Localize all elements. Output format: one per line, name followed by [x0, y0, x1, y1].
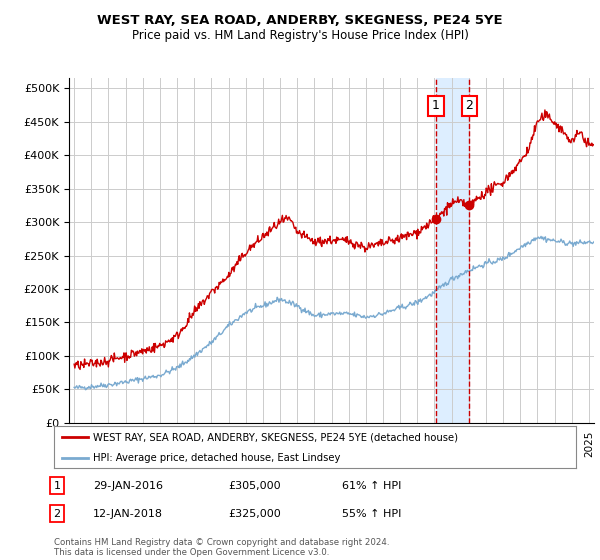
Text: 2: 2 [53, 508, 61, 519]
Text: HPI: Average price, detached house, East Lindsey: HPI: Average price, detached house, East… [93, 454, 341, 463]
Text: 55% ↑ HPI: 55% ↑ HPI [342, 508, 401, 519]
Text: 1: 1 [53, 480, 61, 491]
Text: 29-JAN-2016: 29-JAN-2016 [93, 480, 163, 491]
Text: WEST RAY, SEA ROAD, ANDERBY, SKEGNESS, PE24 5YE: WEST RAY, SEA ROAD, ANDERBY, SKEGNESS, P… [97, 14, 503, 27]
Text: £325,000: £325,000 [228, 508, 281, 519]
Text: 61% ↑ HPI: 61% ↑ HPI [342, 480, 401, 491]
Text: Contains HM Land Registry data © Crown copyright and database right 2024.
This d: Contains HM Land Registry data © Crown c… [54, 538, 389, 557]
Text: 2: 2 [466, 100, 473, 113]
Text: WEST RAY, SEA ROAD, ANDERBY, SKEGNESS, PE24 5YE (detached house): WEST RAY, SEA ROAD, ANDERBY, SKEGNESS, P… [93, 432, 458, 442]
Text: Price paid vs. HM Land Registry's House Price Index (HPI): Price paid vs. HM Land Registry's House … [131, 29, 469, 42]
Text: £305,000: £305,000 [228, 480, 281, 491]
Text: 12-JAN-2018: 12-JAN-2018 [93, 508, 163, 519]
Text: 1: 1 [432, 100, 440, 113]
Bar [436, 78, 469, 423]
